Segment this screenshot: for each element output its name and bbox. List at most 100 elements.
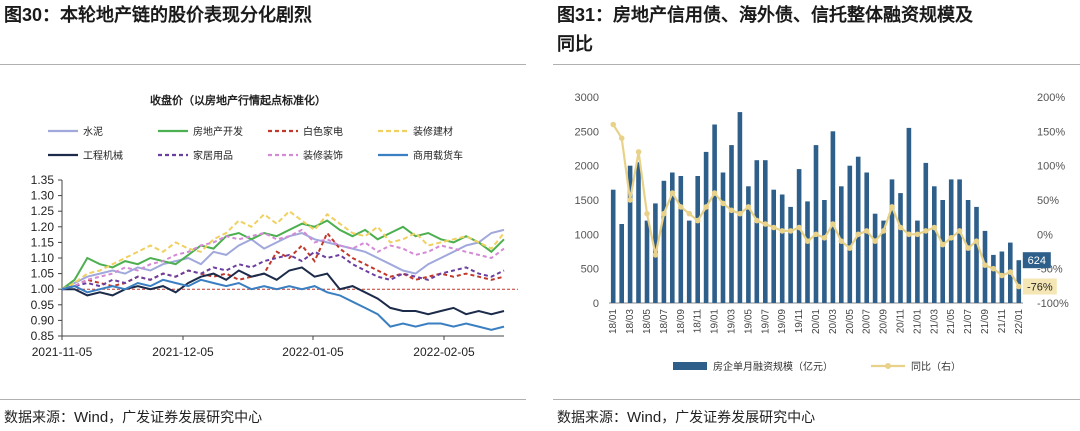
right-yoy-point: [914, 231, 921, 238]
right-y-left-tick-label: 0: [593, 298, 599, 310]
right-yoy-point: [973, 238, 980, 244]
right-x-tick-label: 22/01: [1014, 309, 1025, 334]
right-yoy-point: [880, 228, 887, 234]
right-x-tick-label: 20/07: [862, 309, 873, 334]
right-bar: [974, 206, 979, 303]
right-yoy-point: [923, 228, 929, 234]
right-yoy-point: [745, 204, 752, 210]
right-bar-callout: 624: [1022, 252, 1051, 269]
right-legend-line-item: 同比（右）: [871, 360, 961, 373]
right-yoy-point: [838, 238, 845, 244]
right-yoy-point: [669, 190, 676, 196]
legend-swatch-icon: [48, 153, 78, 156]
right-x-tick-label: 19/01: [710, 309, 721, 334]
right-yoy-point: [737, 210, 743, 217]
right-yoy-point: [990, 265, 997, 272]
right-yoy-point: [847, 245, 853, 251]
right-yoy-point: [999, 272, 1005, 279]
right-x-tick-label: 18/05: [642, 309, 653, 334]
right-bar: [805, 201, 810, 303]
left-legend-item: 工程机械: [48, 147, 123, 162]
right-yoy-point: [956, 228, 963, 234]
right-bar: [855, 156, 861, 303]
legend-bar-swatch-icon: [673, 362, 707, 370]
right-x-tick-label: 20/01: [811, 309, 822, 334]
right-bar: [746, 186, 751, 303]
legend-label: 家居用品: [193, 151, 233, 162]
right-y-left-tick-label: 2500: [575, 126, 599, 138]
right-line-callout-label: -76%: [1027, 282, 1053, 294]
right-bar: [906, 127, 912, 304]
left-x-tick-label: 2022-01-05: [282, 345, 344, 359]
right-yoy-point: [830, 221, 836, 227]
left-y-tick-label: 1.05: [31, 267, 55, 281]
right-yoy-point: [1016, 283, 1022, 290]
left-line-chart: 1.35 1.301.25 1.201.15 1.10 1.051.00 0.950.90…: [31, 173, 518, 359]
right-yoy-point: [754, 217, 760, 224]
legend-label: 装修建材: [413, 127, 453, 138]
left-y-tick-label: 0.85: [31, 329, 55, 343]
right-bar: [754, 160, 760, 303]
right-bar: [940, 200, 945, 303]
right-x-tick-label: 21/01: [912, 309, 923, 334]
left-source-divider: [0, 399, 526, 400]
right-bar: [822, 200, 827, 303]
right-yoy-point: [610, 121, 616, 128]
right-yoy-point: [711, 190, 718, 196]
left-legend-item: 白色家电: [268, 123, 343, 138]
legend-label: 水泥: [83, 127, 103, 138]
right-line-callout: -76%: [1022, 278, 1057, 295]
right-bar: [661, 180, 667, 303]
right-bar: [948, 179, 954, 303]
right-bar: [796, 169, 802, 303]
right-yoy-point: [703, 204, 709, 210]
right-x-tick-label: 18/03: [625, 309, 636, 334]
left-legend-item: 装修装饰: [268, 147, 343, 162]
legend-swatch-icon: [378, 129, 408, 132]
legend-label: 房地产开发: [193, 127, 243, 138]
right-bar: [686, 220, 692, 303]
right-bar: [644, 220, 650, 303]
right-bar: [610, 189, 616, 303]
left-y-tick-label: 1.00: [31, 282, 55, 296]
right-yoy-point: [779, 228, 785, 234]
right-bar: [729, 145, 734, 303]
left-y-tick-label: 1.35: [31, 173, 55, 187]
right-title-divider: [553, 64, 1080, 65]
left-y-tick-label: 1.25: [31, 204, 55, 218]
right-yoy-point: [872, 238, 878, 244]
right-yoy-point: [644, 210, 650, 217]
legend-swatch-icon: [268, 129, 298, 132]
left-title-divider: [0, 64, 526, 65]
right-bar: [881, 220, 886, 303]
right-bar: [678, 176, 684, 303]
right-y-right-tick-label: -100%: [1037, 298, 1069, 310]
left-x-tick-label: 2022-02-05: [413, 345, 475, 359]
left-series-line: [61, 278, 505, 331]
right-x-tick-label: 20/05: [845, 309, 856, 334]
right-bar: [1016, 260, 1022, 303]
right-yoy-point: [796, 224, 802, 231]
left-x-tick-label: 2021-12-05: [152, 345, 214, 359]
right-yoy-point: [635, 149, 642, 155]
legend-swatch-icon: [158, 153, 188, 156]
right-yoy-point: [720, 200, 726, 207]
right-y-left-tick-label: 2000: [575, 161, 599, 173]
right-x-tick-label: 20/09: [879, 309, 890, 334]
right-bar: [779, 194, 785, 303]
right-yoy-point: [821, 235, 828, 241]
right-yoy-point: [863, 228, 870, 234]
right-y-left-tick-label: 500: [581, 264, 599, 276]
left-panel: 图30：本轮地产链的股价表现分化剧烈 收盘价（以房地产行情起点标准化） 水泥 房地…: [0, 0, 526, 431]
right-bar-callout-box: [1022, 252, 1051, 269]
right-figure-heading-line2: 同比: [557, 34, 593, 55]
right-x-tick-label: 21/03: [929, 309, 940, 334]
right-yoy-point: [728, 207, 735, 214]
legend-line-marker-icon: [885, 363, 891, 369]
left-y-tick-label: 1.20: [31, 220, 55, 234]
right-source-divider: [553, 399, 1080, 400]
right-y-left-tick-label: 1000: [575, 229, 599, 241]
right-yoy-point: [906, 231, 912, 238]
left-legend-item: 家居用品: [158, 147, 233, 162]
right-yoy-point: [939, 241, 946, 248]
